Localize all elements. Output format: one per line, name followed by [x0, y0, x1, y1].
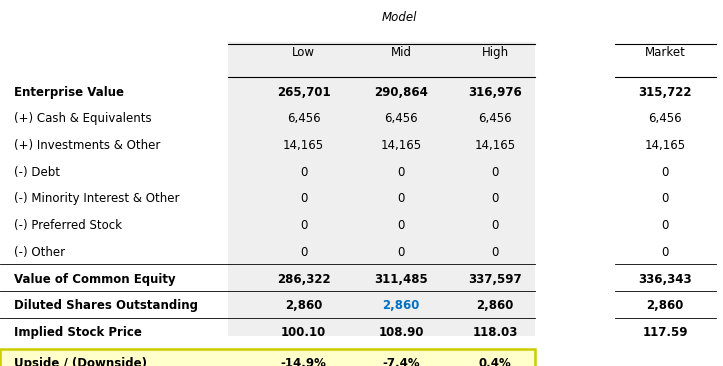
- Bar: [228, 42, 535, 336]
- Text: 0: 0: [662, 166, 669, 179]
- Text: (-) Other: (-) Other: [14, 246, 66, 259]
- Text: 14,165: 14,165: [645, 139, 685, 152]
- Text: Model: Model: [382, 11, 417, 24]
- Text: 0: 0: [662, 246, 669, 259]
- Text: -7.4%: -7.4%: [382, 356, 420, 366]
- Text: 14,165: 14,165: [283, 139, 324, 152]
- Text: (-) Debt: (-) Debt: [14, 166, 61, 179]
- Text: (-) Minority Interest & Other: (-) Minority Interest & Other: [14, 193, 180, 205]
- Text: 0: 0: [398, 246, 405, 259]
- Text: Value of Common Equity: Value of Common Equity: [14, 273, 176, 285]
- Text: 0: 0: [492, 246, 499, 259]
- Text: (+) Investments & Other: (+) Investments & Other: [14, 139, 161, 152]
- Text: 108.90: 108.90: [379, 326, 424, 339]
- Text: 265,701: 265,701: [277, 86, 330, 98]
- Text: Market: Market: [645, 46, 685, 59]
- Text: Upside / (Downside): Upside / (Downside): [14, 356, 147, 366]
- Text: 316,976: 316,976: [469, 86, 522, 98]
- Text: Implied Stock Price: Implied Stock Price: [14, 326, 142, 339]
- Text: -14.9%: -14.9%: [281, 356, 327, 366]
- Text: 0: 0: [398, 193, 405, 205]
- Text: 290,864: 290,864: [375, 86, 428, 98]
- Text: 117.59: 117.59: [643, 326, 688, 339]
- Text: 100.10: 100.10: [281, 326, 326, 339]
- Text: 2,860: 2,860: [476, 299, 514, 312]
- Text: 2,860: 2,860: [382, 299, 420, 312]
- Text: 118.03: 118.03: [473, 326, 518, 339]
- Text: 286,322: 286,322: [277, 273, 330, 285]
- Text: 336,343: 336,343: [638, 273, 692, 285]
- Text: Low: Low: [292, 46, 315, 59]
- Text: 6,456: 6,456: [287, 112, 320, 125]
- Text: 315,722: 315,722: [638, 86, 692, 98]
- Text: 0: 0: [492, 219, 499, 232]
- Text: 14,165: 14,165: [475, 139, 515, 152]
- Text: 0: 0: [492, 193, 499, 205]
- Text: 0.4%: 0.4%: [479, 356, 512, 366]
- Text: 311,485: 311,485: [375, 273, 428, 285]
- Bar: [0, 349, 535, 366]
- Text: 14,165: 14,165: [381, 139, 422, 152]
- Text: 0: 0: [300, 193, 307, 205]
- Text: 6,456: 6,456: [479, 112, 512, 125]
- Text: 0: 0: [300, 219, 307, 232]
- Text: 2,860: 2,860: [285, 299, 322, 312]
- Text: 337,597: 337,597: [469, 273, 522, 285]
- Text: Enterprise Value: Enterprise Value: [14, 86, 124, 98]
- Text: 2,860: 2,860: [646, 299, 684, 312]
- Text: Diluted Shares Outstanding: Diluted Shares Outstanding: [14, 299, 198, 312]
- Text: Mid: Mid: [390, 46, 412, 59]
- Text: 0: 0: [398, 219, 405, 232]
- Text: 0: 0: [300, 246, 307, 259]
- Text: (+) Cash & Equivalents: (+) Cash & Equivalents: [14, 112, 152, 125]
- Text: 0: 0: [300, 166, 307, 179]
- Text: 6,456: 6,456: [649, 112, 682, 125]
- Text: 6,456: 6,456: [385, 112, 418, 125]
- Text: 0: 0: [398, 166, 405, 179]
- Text: 0: 0: [492, 166, 499, 179]
- Text: 0: 0: [662, 219, 669, 232]
- Text: High: High: [482, 46, 509, 59]
- Text: 0: 0: [662, 193, 669, 205]
- Text: (-) Preferred Stock: (-) Preferred Stock: [14, 219, 122, 232]
